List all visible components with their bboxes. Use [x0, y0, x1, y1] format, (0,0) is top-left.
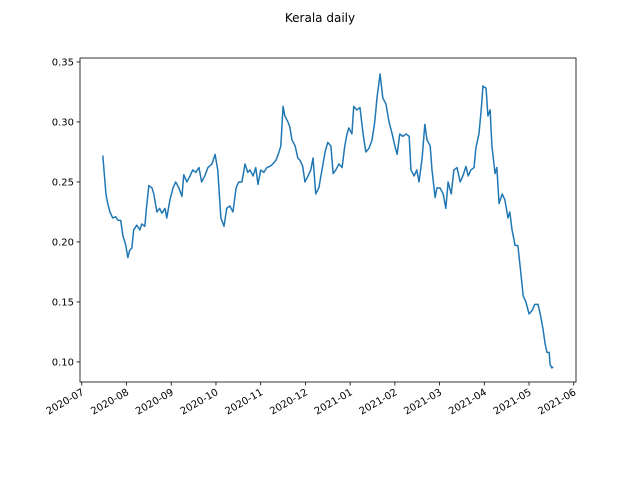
- y-tick-label: 0.15: [52, 297, 74, 308]
- data-line: [102, 73, 554, 369]
- chart-title: Kerala daily: [285, 11, 355, 25]
- plot-frame: [79, 57, 577, 383]
- y-tick-label: 0.25: [52, 177, 74, 188]
- y-tick-label: 0.35: [52, 57, 74, 68]
- y-tick-label: 0.30: [52, 117, 74, 128]
- y-tick-label: 0.10: [52, 357, 74, 368]
- y-tick-label: 0.20: [52, 237, 74, 248]
